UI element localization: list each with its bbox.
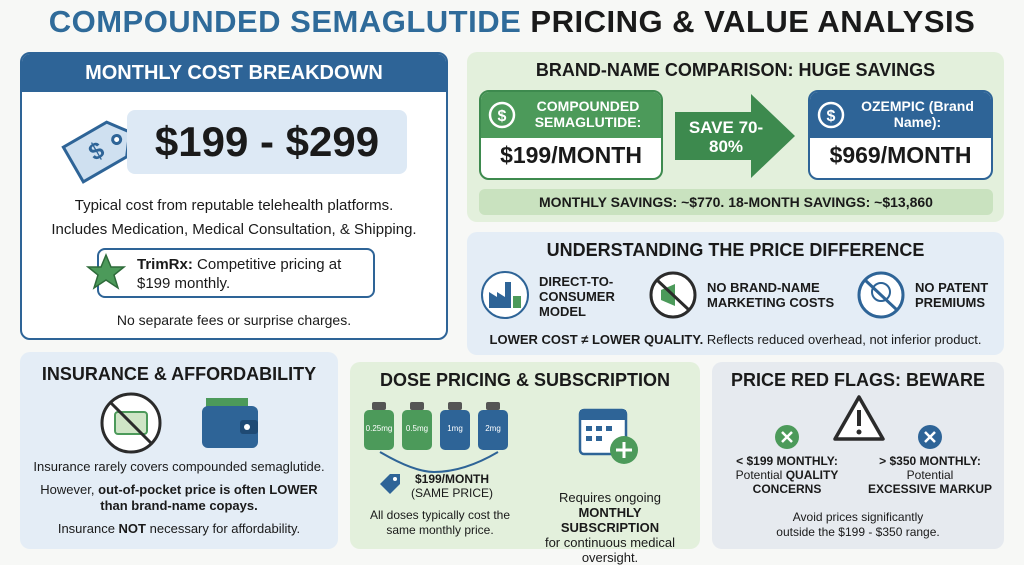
text-bold: EXCESSIVE MARKUP [867,482,993,496]
svg-text:$: $ [827,108,836,125]
vial-label: 0.5mg [405,424,429,433]
vial-body [440,410,470,450]
panel-heading: UNDERSTANDING THE PRICE DIFFERENCE [546,240,925,260]
vial-cap [486,402,500,410]
text-part: Potential [735,468,783,482]
description-line: Typical cost from reputable telehealth p… [74,197,394,214]
doses-text: All doses typically cost the same monthl… [369,508,511,537]
factor: DIRECT-TO-CONSUMER MODEL [539,274,615,319]
vial-label: 1mg [447,424,463,433]
star-icon [86,253,126,290]
factor: NO PATENT PREMIUMS [915,280,989,310]
factory-icon [481,271,529,319]
text-part: Potential [906,468,954,482]
quality-note: LOWER COST ≠ LOWER QUALITY. Reflects red… [467,332,1004,347]
no-marketing-icon [649,271,697,319]
subscription-text: Requires ongoing MONTHLY SUBSCRIPTION for … [530,490,690,565]
dollar-icon: $ [488,101,516,129]
vial: 1mg [440,402,470,450]
flag-label: > $350 MONTHLY: [879,454,981,468]
dose-price: $199/MONTH (SAME PRICE) [402,472,502,500]
price-range: $199 - $299 [127,110,407,174]
vial-cap [410,402,424,410]
vial-cap [372,402,386,410]
box-label: COMPOUNDED SEMAGLUTIDE: [481,92,661,138]
dose-panel: DOSE PRICING & SUBSCRIPTION 0.25mg 0.5mg… [350,362,700,565]
compounded-box: COMPOUNDED SEMAGLUTIDE: $ $199/MONTH [479,90,663,180]
text-part: for continuous medical oversight. [544,535,676,565]
text-bold: MONTHLY SUBSCRIPTION [560,505,660,535]
savings-bar: MONTHLY SAVINGS: ~$770. 18-MONTH SAVINGS… [479,189,993,215]
svg-text:$: $ [498,108,507,125]
vials: 0.25mg 0.5mg 1mg 2mg [364,402,514,452]
cost-panel: MONTHLY COST BREAKDOWN $ $199 - $299 Typ… [20,52,448,340]
panel-heading: INSURANCE & AFFORDABILITY [41,364,317,384]
panel-heading: BRAND-NAME COMPARISON: HUGE SAVINGS [535,60,936,80]
price: $199/MONTH [414,472,490,486]
panel-heading: DOSE PRICING & SUBSCRIPTION [379,370,671,390]
description-line: Includes Medication, Medical Consultatio… [51,221,417,238]
callout-text: Competitive pricing at $199 monthly. [137,256,342,292]
comparison-panel: BRAND-NAME COMPARISON: HUGE SAVINGS COMP… [467,52,1004,222]
flag-note: Avoid prices significantly outside the $… [776,510,940,539]
bracket [379,451,499,474]
factor: NO BRAND-NAME MARKETING COSTS [707,280,835,310]
text-part: Requires ongoing [559,490,661,505]
vial: 0.5mg [402,402,432,450]
flag-low: < $199 MONTHLY: Potential QUALITY CONCERN… [716,454,858,496]
vial-body [402,410,432,450]
vial-cap [448,402,462,410]
check-x-icon [775,425,799,449]
text-bold: QUALITY CONCERNS [752,468,839,496]
savings-percent: SAVE 70-80% [688,118,764,156]
vial: 0.25mg [364,402,394,450]
vial-body [478,410,508,450]
insurance-line: Insurance rarely covers compounded semag… [33,459,325,474]
price-tag-icon: $ [61,120,132,184]
dollar-icon: $ [817,101,845,129]
flag-high: > $350 MONTHLY: Potential EXCESSIVE MARKUP [860,454,1000,496]
no-insurance-icon [100,392,162,454]
note: No separate fees or surprise charges. [116,312,352,328]
warning-icon [833,395,885,441]
box-price: $199/MONTH [500,142,642,168]
tag-icon [380,474,400,494]
vial-label: 2mg [485,424,501,433]
insurance-line: Insurance NOT necessary for affordabilit… [20,521,338,536]
flag-label: < $199 MONTHLY: [736,454,838,468]
text-part: necessary for affordability. [149,521,301,536]
text-bold: NOT [118,521,146,536]
panel-heading: MONTHLY COST BREAKDOWN [22,54,446,92]
note-text: Reflects reduced overhead, not inferior … [706,332,982,347]
box-price: $969/MONTH [829,142,972,168]
title-part: COMPOUNDED SEMAGLUTIDE [48,4,522,39]
panel-heading: PRICE RED FLAGS: BEWARE [730,370,985,390]
vial-body [364,410,394,450]
note-bold: LOWER COST ≠ LOWER QUALITY. [489,332,704,347]
callout: TrimRx: Competitive pricing at $199 mont… [97,248,375,298]
text-bold: out-of-pocket price is often LOWER than … [98,482,318,513]
text-part: Insurance [57,521,115,536]
red-flags-panel: PRICE RED FLAGS: BEWARE < $199 MONTHLY: P… [712,362,1004,549]
vial: 2mg [478,402,508,450]
calendar-icon [578,408,638,464]
wallet-icon [202,398,258,448]
brand-box: OZEMPIC (Brand Name): $ $969/MONTH [808,90,993,180]
box-label: OZEMPIC (Brand Name): [810,92,991,138]
description: Typical cost from reputable telehealth p… [22,194,446,242]
arrow-shape [675,94,795,178]
callout-brand: TrimRx: [137,256,193,273]
vial-label: 0.25mg [365,424,393,433]
difference-panel: UNDERSTANDING THE PRICE DIFFERENCE DIREC… [467,232,1004,355]
page-title: COMPOUNDED SEMAGLUTIDE PRICING & VALUE A… [0,4,1024,40]
insurance-line: However, out-of-pocket price is often LO… [30,482,328,514]
title-part: PRICING & VALUE ANALYSIS [530,4,976,39]
x-icon [918,425,942,449]
text-part: However, [40,482,95,497]
insurance-panel: INSURANCE & AFFORDABILITY Insurance rare… [20,352,338,549]
price-note: (SAME PRICE) [410,486,493,500]
no-patent-icon [857,271,905,319]
